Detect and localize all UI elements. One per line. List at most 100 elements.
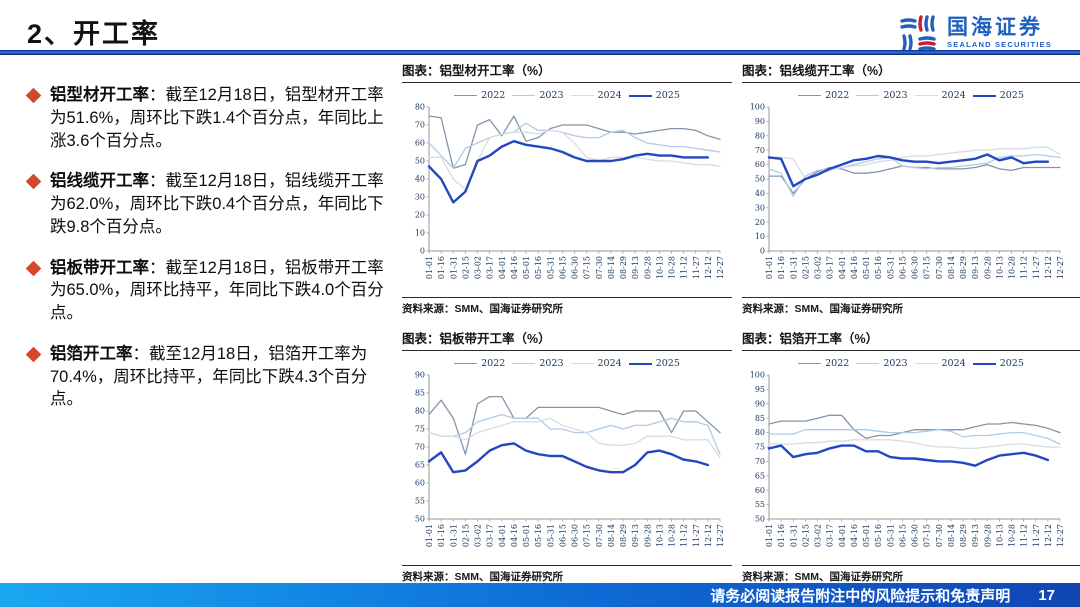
- svg-text:10-13: 10-13: [995, 256, 1004, 279]
- svg-text:10-28: 10-28: [668, 524, 677, 547]
- svg-text:05-01: 05-01: [862, 524, 871, 547]
- svg-text:100: 100: [750, 103, 765, 112]
- footer-page-number: 17: [1038, 586, 1055, 604]
- svg-text:12-12: 12-12: [704, 256, 713, 279]
- svg-text:04-01: 04-01: [498, 524, 507, 547]
- svg-text:04-16: 04-16: [850, 524, 859, 547]
- svg-text:30: 30: [415, 193, 425, 202]
- chart-source: 资料来源：SMM、国海证券研究所: [402, 297, 732, 316]
- svg-text:75: 75: [755, 443, 765, 452]
- svg-text:03-17: 03-17: [826, 256, 835, 279]
- svg-text:20: 20: [755, 218, 765, 227]
- svg-text:12-12: 12-12: [1044, 256, 1053, 279]
- svg-text:01-31: 01-31: [449, 256, 458, 279]
- svg-text:65: 65: [415, 461, 425, 470]
- svg-text:50: 50: [415, 157, 425, 166]
- diamond-bullet-icon: [25, 260, 42, 276]
- chart-source: 资料来源：SMM、国海证券研究所: [402, 565, 732, 584]
- logo-text: 国海证券 SEALAND SECURITIES: [947, 17, 1052, 49]
- chart-canvas: 50 55 60 65 70 75 80 85 90 95 100 01-01 01-16 01-31 02…: [742, 369, 1080, 565]
- footer-disclaimer: 请务必阅读报告附注中的风险提示和免责声明: [710, 587, 1011, 605]
- bullet-text: 铝板带开工率：截至12月18日，铝板带开工率为65.0%，周环比持平，年同比下跌…: [50, 257, 384, 325]
- legend-item-2024: 2024: [914, 90, 966, 101]
- legend-line-swatch: [798, 363, 822, 364]
- svg-text:55: 55: [755, 500, 765, 509]
- svg-text:05-16: 05-16: [534, 256, 543, 279]
- legend-label: 2022: [825, 358, 850, 369]
- svg-text:06-15: 06-15: [898, 524, 907, 547]
- chart-block-sheet-strip: 图表：铝板带开工率（%） 2022 2023 2024 2025 50 55 60 65 70…: [402, 328, 732, 584]
- svg-text:08-14: 08-14: [947, 524, 956, 547]
- legend-label: 2023: [883, 90, 908, 101]
- legend-item-2023: 2023: [856, 90, 908, 101]
- svg-text:12-12: 12-12: [1044, 524, 1053, 547]
- svg-text:09-13: 09-13: [971, 256, 980, 279]
- svg-text:01-16: 01-16: [437, 256, 446, 279]
- svg-text:10: 10: [755, 232, 765, 241]
- svg-text:09-28: 09-28: [643, 524, 652, 547]
- svg-text:40: 40: [415, 175, 425, 184]
- legend-item-2025: 2025: [972, 358, 1024, 369]
- svg-text:09-13: 09-13: [971, 524, 980, 547]
- svg-text:06-30: 06-30: [571, 256, 580, 279]
- svg-text:06-30: 06-30: [571, 524, 580, 547]
- legend-label: 2023: [539, 90, 564, 101]
- chart-legend: 2022 2023 2024 2025: [402, 358, 732, 369]
- svg-text:10-13: 10-13: [655, 256, 664, 279]
- svg-text:11-12: 11-12: [1020, 256, 1029, 279]
- svg-text:100: 100: [750, 371, 765, 380]
- svg-text:0: 0: [760, 247, 765, 256]
- diamond-bullet-icon: [25, 174, 42, 190]
- svg-text:08-29: 08-29: [619, 256, 628, 279]
- bullet-lead: 铝型材开工率: [50, 86, 149, 104]
- svg-text:03-17: 03-17: [486, 256, 495, 279]
- svg-text:07-15: 07-15: [583, 524, 592, 547]
- charts-grid: 图表：铝型材开工率（%） 2022 2023 2024 2025 0 10 20 30 40 5…: [402, 60, 1080, 584]
- bullet-lead: 铝线缆开工率: [50, 172, 149, 191]
- svg-text:80: 80: [415, 407, 425, 416]
- svg-text:01-31: 01-31: [789, 256, 798, 279]
- legend-line-swatch: [628, 94, 652, 97]
- svg-text:05-16: 05-16: [874, 256, 883, 279]
- chart-block-foil: 图表：铝箔开工率（%） 2022 2023 2024 2025 50 55 60 65 70 7…: [742, 328, 1080, 584]
- chart-title: 图表：铝型材开工率（%）: [402, 60, 732, 83]
- svg-text:70: 70: [415, 121, 425, 130]
- logo-mark-icon: [900, 15, 936, 51]
- svg-text:05-01: 05-01: [862, 256, 871, 279]
- legend-item-2022: 2022: [798, 90, 849, 101]
- legend-item-2025: 2025: [628, 90, 680, 101]
- legend-label: 2022: [481, 90, 506, 101]
- svg-text:01-01: 01-01: [425, 524, 434, 547]
- svg-text:50: 50: [415, 515, 425, 524]
- svg-text:05-01: 05-01: [522, 256, 531, 279]
- svg-text:02-15: 02-15: [461, 256, 470, 279]
- svg-text:0: 0: [420, 247, 425, 256]
- svg-text:40: 40: [755, 189, 765, 198]
- svg-text:75: 75: [415, 425, 425, 434]
- bullet-body: ：截至12月18日，铝型材开工率为51.6%，周环比下跌1.4个百分点，年同比上…: [50, 86, 384, 150]
- bullet-item: 铝型材开工率：截至12月18日，铝型材开工率为51.6%，周环比下跌1.4个百分…: [25, 84, 384, 152]
- svg-text:03-17: 03-17: [486, 524, 495, 547]
- line-chart: 0 10 20 30 40 50 60 70 80 01-01 01-16 01-31 02-15 03-…: [415, 103, 725, 279]
- svg-text:90: 90: [415, 371, 425, 380]
- svg-text:70: 70: [755, 146, 765, 155]
- svg-text:11-27: 11-27: [692, 524, 701, 547]
- chart-source: 资料来源：SMM、国海证券研究所: [742, 297, 1080, 316]
- svg-text:04-01: 04-01: [838, 524, 847, 547]
- legend-line-swatch: [570, 363, 594, 364]
- bullet-body: ：截至12月18日，铝线缆开工率为62.0%，周环比下跌0.4个百分点，年同比下…: [50, 172, 384, 236]
- svg-text:80: 80: [755, 131, 765, 140]
- svg-text:12-27: 12-27: [716, 256, 725, 279]
- chart-canvas: 0 10 20 30 40 50 60 70 80 01-01 01-16 01-31 02-15 03-…: [402, 101, 732, 297]
- legend-line-swatch: [914, 95, 938, 96]
- svg-text:04-01: 04-01: [498, 256, 507, 279]
- svg-text:12-27: 12-27: [1056, 524, 1065, 547]
- svg-text:12-27: 12-27: [1056, 256, 1065, 279]
- svg-text:50: 50: [755, 175, 765, 184]
- chart-source: 资料来源：SMM、国海证券研究所: [742, 565, 1080, 584]
- line-chart: 0 10 20 30 40 50 60 70 80 90 100 01-01 01-16 01-31 02-…: [750, 103, 1065, 279]
- svg-text:06-30: 06-30: [911, 256, 920, 279]
- legend-label: 2024: [597, 358, 622, 369]
- svg-text:07-15: 07-15: [923, 524, 932, 547]
